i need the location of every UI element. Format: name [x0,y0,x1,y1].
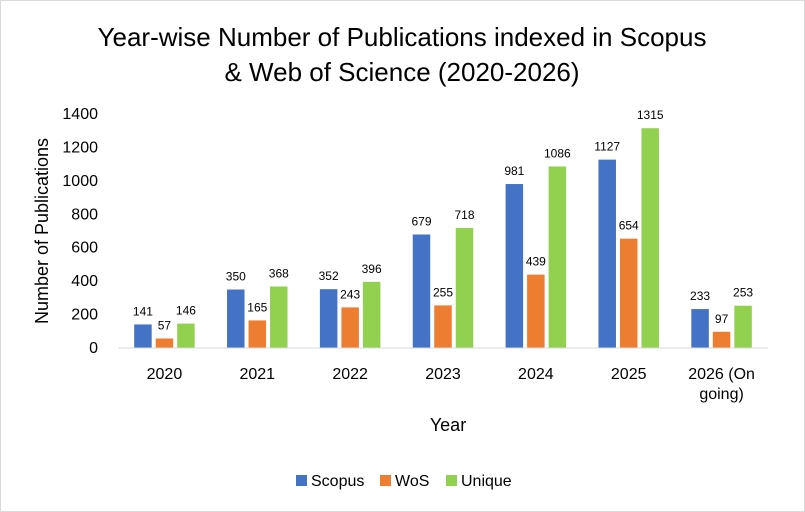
x-tick-label: 2021 [239,366,275,383]
data-label-wos-2: 243 [340,287,360,301]
y-tick-label: 200 [71,307,98,324]
bar-unique-3 [455,227,474,348]
x-tick-label: going) [699,386,743,403]
data-label-scopus-5: 1127 [594,140,620,154]
y-axis-title: Number of Publications [32,138,52,324]
data-labels: 141 350 352 679 981 1127 233 57 165 243 255 439 654 9… [133,108,753,332]
chart-title-line: & Web of Science (2020-2026) [224,57,579,87]
bar-unique-2 [362,281,381,348]
y-tick-label: 0 [89,340,98,357]
data-label-wos-3: 255 [433,285,453,299]
bar-unique-1 [270,286,288,348]
y-tick-label: 600 [71,240,98,257]
data-label-wos-0: 57 [158,318,172,332]
x-tick-label: 2023 [425,366,461,383]
bar-scopus-6 [691,309,709,348]
y-tick-label: 1400 [62,106,98,123]
bar-unique-4 [548,166,567,348]
bar-wos-4 [527,274,545,348]
x-tick-label: 2025 [611,366,647,383]
bar-unique-6 [734,305,752,348]
y-axis-ticks: 0 200 400 600 800 1000 1200 1400 [62,106,98,357]
data-label-scopus-4: 981 [504,164,524,178]
data-label-unique-4: 1086 [544,146,571,160]
x-tick-label: 2024 [518,366,554,383]
chart-title-line: Year-wise Number of Publications indexed… [98,22,707,52]
legend-label-unique: Unique [461,473,512,490]
bar-scopus-1 [227,289,245,348]
data-label-wos-4: 439 [526,255,546,269]
bar-scopus-5 [598,159,616,348]
x-axis-title: Year [430,415,466,435]
data-label-unique-1: 368 [269,266,289,280]
bar-wos-6 [712,331,731,348]
bar-scopus-2 [319,289,338,348]
data-label-wos-1: 165 [247,300,267,314]
bar-wos-2 [341,307,359,348]
data-label-scopus-0: 141 [133,304,153,318]
x-tick-label: 2026 (On [688,366,755,383]
bar-wos-5 [619,238,638,348]
bar-wos-1 [248,320,267,348]
bars [134,128,752,348]
data-label-unique-6: 253 [733,286,753,300]
y-tick-label: 400 [71,273,98,290]
data-label-scopus-1: 350 [226,270,246,284]
data-label-unique-0: 146 [176,304,196,318]
x-tick-label: 2022 [332,366,368,383]
data-label-unique-5: 1315 [637,108,664,122]
x-axis-ticks: 2020 2021 2022 2023 2024 2025 2026 (On going) [147,366,755,403]
bar-wos-0 [155,338,174,348]
data-label-scopus-6: 233 [690,289,710,303]
bar-scopus-3 [412,234,431,348]
legend: Scopus WoS Unique [296,473,512,490]
bar-unique-5 [641,128,659,348]
bar-scopus-0 [134,324,152,348]
y-tick-label: 1200 [62,139,98,156]
legend-swatch-unique [446,475,457,486]
data-label-wos-5: 654 [619,219,639,233]
bar-scopus-4 [505,184,524,348]
data-label-unique-2: 396 [362,262,382,276]
legend-label-scopus: Scopus [311,473,364,490]
y-tick-label: 1000 [62,173,98,190]
data-label-scopus-2: 352 [319,269,339,283]
legend-swatch-wos [380,475,391,486]
legend-label-wos: WoS [395,473,429,490]
legend-swatch-scopus [296,475,307,486]
chart-title: Year-wise Number of Publications indexed… [98,22,707,87]
data-label-scopus-3: 679 [411,215,431,229]
bar-unique-0 [177,323,195,348]
data-label-unique-3: 718 [454,208,474,222]
x-tick-label: 2020 [147,366,183,383]
bar-wos-3 [434,305,452,348]
y-tick-label: 800 [71,206,98,223]
data-label-wos-6: 97 [715,312,729,326]
